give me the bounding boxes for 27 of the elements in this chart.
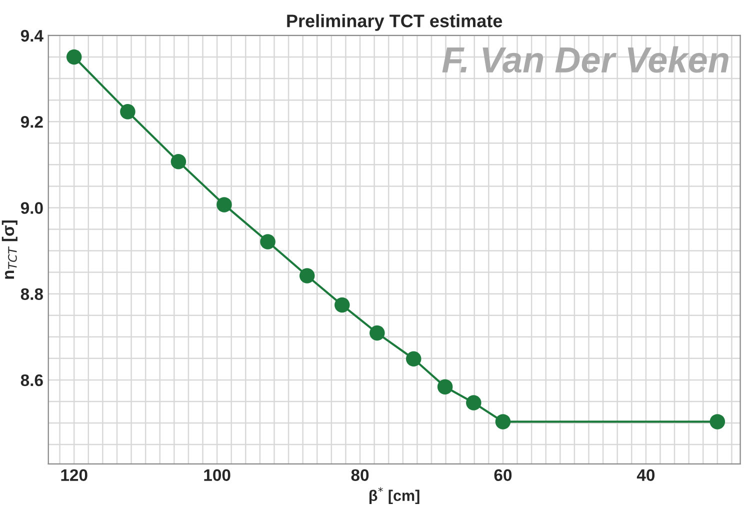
point: [437, 379, 453, 394]
point: [495, 414, 511, 430]
x-tick-label: 60: [494, 469, 512, 482]
point: [370, 325, 385, 341]
y-tick-label: 9.0: [20, 202, 43, 214]
x-tick-label: 80: [351, 469, 369, 482]
point: [334, 297, 350, 313]
point: [710, 414, 726, 430]
point: [299, 268, 315, 284]
point: [66, 49, 82, 65]
annotation: F. Van Der Veken: [442, 46, 728, 73]
y-tick-label: 8.6: [20, 374, 43, 386]
chart-title: Preliminary TCT estimate: [287, 14, 502, 31]
point: [216, 197, 232, 212]
point: [170, 154, 186, 170]
y-tick-label: 9.4: [20, 30, 44, 42]
point: [120, 104, 136, 120]
y-tick-label: 9.2: [20, 116, 43, 128]
y-tick-label: 8.8: [20, 288, 43, 300]
x-tick-label: 100: [204, 469, 230, 482]
x-tick-label: 40: [636, 469, 655, 482]
point: [260, 234, 276, 250]
x-tick-label: 120: [61, 469, 88, 482]
x-axis-title: β$^{*}$ [cm]: [369, 487, 420, 504]
point: [466, 395, 482, 410]
y-axis-title: n$_{TCT}$ [σ]: [2, 220, 18, 279]
point: [406, 351, 422, 366]
